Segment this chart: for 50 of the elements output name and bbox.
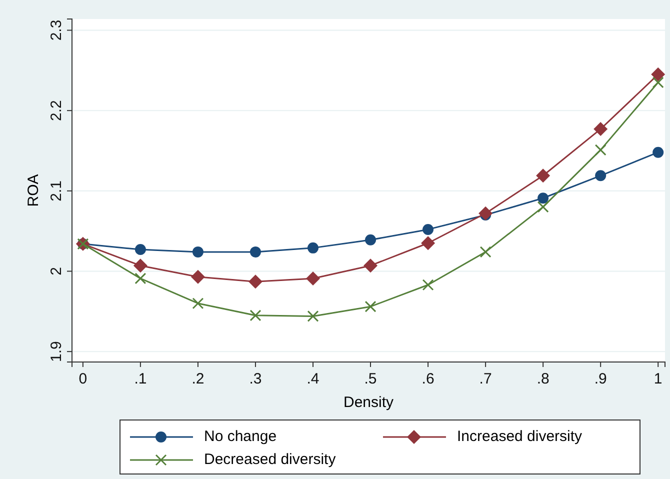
- x-tick-label: .8: [536, 370, 550, 388]
- x-tick-label: .1: [134, 370, 147, 388]
- x-tick-label: .9: [594, 370, 607, 388]
- point: [594, 122, 608, 136]
- point: [192, 298, 204, 310]
- point: [595, 170, 606, 182]
- point: [538, 192, 549, 204]
- point: [537, 201, 549, 213]
- point: [250, 246, 261, 258]
- point: [250, 310, 262, 322]
- y-axis-title: ROA: [25, 174, 42, 207]
- x-tick-label: .2: [192, 370, 204, 388]
- x-tick-label: .3: [249, 370, 262, 388]
- legend-label: No change: [204, 428, 277, 445]
- point: [478, 206, 493, 220]
- x-tick-label: .7: [479, 370, 492, 388]
- point: [480, 246, 492, 258]
- point: [652, 146, 664, 158]
- x-tick-label: .6: [422, 370, 434, 388]
- point: [421, 236, 436, 250]
- point: [364, 258, 378, 273]
- point: [422, 224, 434, 235]
- legend-label: Decreased diversity: [204, 450, 336, 468]
- point: [364, 300, 376, 312]
- point: [422, 279, 434, 291]
- point: [248, 274, 262, 289]
- y-tick-label: 2: [48, 267, 65, 276]
- x-tick-label: 0: [78, 370, 88, 388]
- point: [134, 244, 146, 256]
- x-tick-label: .5: [364, 370, 377, 388]
- x-tick-label: 1: [654, 370, 662, 388]
- point: [134, 272, 146, 284]
- legend-label: Increased diversity: [457, 428, 583, 445]
- point: [190, 270, 205, 284]
- point: [594, 144, 606, 156]
- point: [365, 234, 376, 246]
- point: [307, 242, 318, 254]
- point: [306, 271, 320, 286]
- point: [133, 258, 148, 273]
- point: [307, 310, 319, 322]
- x-tick-label: .4: [306, 370, 320, 388]
- point: [651, 67, 666, 82]
- point: [536, 168, 550, 183]
- y-tick-label: 1.9: [48, 341, 65, 362]
- y-tick-label: 2.1: [48, 180, 65, 202]
- point: [652, 76, 664, 88]
- point: [192, 246, 204, 258]
- y-tick-label: 2.3: [48, 20, 65, 41]
- y-tick-label: 2.2: [48, 100, 65, 122]
- x-axis-title: Density: [343, 394, 394, 411]
